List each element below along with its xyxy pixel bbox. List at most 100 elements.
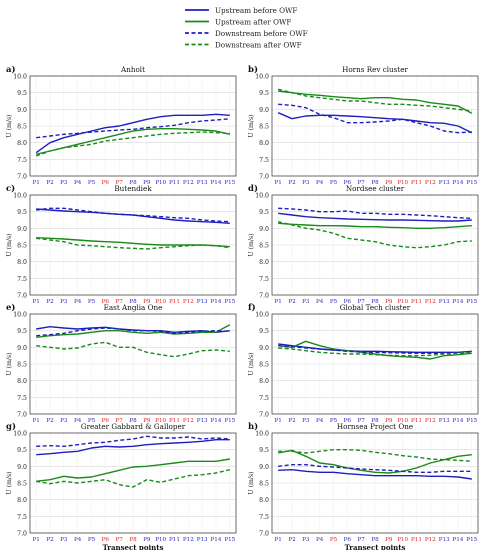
x-tick-label: P12: [183, 537, 194, 543]
y-tick-label: 8.5: [259, 481, 269, 488]
x-tick-label: P5: [88, 537, 96, 543]
x-tick-label: P9: [385, 180, 393, 186]
x-tick-label: P7: [358, 418, 366, 424]
panel-title: Global Tech cluster: [340, 303, 411, 312]
x-tick-label: P12: [425, 299, 436, 305]
y-tick-label: 8.0: [259, 497, 269, 504]
x-tick-label: P14: [453, 537, 464, 543]
series-line-upstream-after-owf: [278, 449, 472, 474]
y-tick-label: 9.0: [259, 464, 269, 471]
x-tick-label: P11: [411, 299, 422, 305]
y-tick-label: 7.5: [259, 395, 269, 402]
y-axis-label: U (m/s): [6, 114, 13, 137]
x-tick-label: P3: [60, 537, 68, 543]
x-tick-label: P6: [102, 537, 110, 543]
x-tick-label: P1: [33, 418, 40, 424]
y-tick-label: 7.5: [17, 395, 27, 402]
x-tick-label: P11: [169, 418, 180, 424]
legend-label: Downstream after OWF: [215, 41, 302, 50]
y-tick-label: 8.5: [17, 243, 27, 250]
x-tick-label: P2: [46, 418, 54, 424]
x-tick-label: P14: [453, 180, 464, 186]
x-tick-label: P12: [425, 180, 436, 186]
x-tick-label: P8: [371, 418, 379, 424]
x-tick-label: P14: [211, 299, 222, 305]
x-tick-label: P15: [224, 537, 235, 543]
plot-frame: [29, 75, 237, 177]
y-tick-label: 10.0: [255, 312, 269, 319]
series-line-upstream-before-owf: [278, 343, 472, 353]
plot-frame: [271, 313, 479, 415]
x-tick-label: P13: [439, 537, 450, 543]
x-tick-label: P6: [344, 299, 352, 305]
x-tick-label: P7: [358, 537, 366, 543]
series-line-downstream-after-owf: [36, 237, 230, 250]
panel-d: 7.0 7.5 8.0 8.5 9.0 9.5 10.0 P1 P2 P3 P4 P5 P6 P7 P8 P9…: [248, 183, 479, 305]
x-tick-label: P13: [197, 180, 208, 186]
x-tick-label: P14: [211, 180, 222, 186]
x-tick-label: P6: [344, 180, 352, 186]
legend-label: Downstream before OWF: [215, 29, 308, 38]
x-tick-label: P11: [169, 299, 180, 305]
x-tick-label: P7: [358, 299, 366, 305]
x-tick-label: P8: [371, 180, 379, 186]
y-tick-label: 8.0: [259, 378, 269, 385]
panel-a: 7.0 7.5 8.0 8.5 9.0 9.5 10.0 P1 P2 P3 P4 P5 P6 P7 P8 P9…: [6, 64, 237, 186]
x-tick-label: P9: [385, 418, 393, 424]
y-tick-label: 9.0: [17, 107, 27, 114]
y-tick-label: 7.0: [17, 174, 27, 181]
x-tick-label: P5: [88, 299, 96, 305]
y-axis-label: U (m/s): [248, 233, 255, 256]
y-tick-label: 8.0: [17, 497, 27, 504]
x-tick-label: P2: [46, 537, 54, 543]
x-tick-label: P8: [129, 418, 137, 424]
x-tick-label: P3: [302, 180, 310, 186]
x-tick-label: P6: [102, 299, 110, 305]
panel-g: 7.0 7.5 8.0 8.5 9.0 9.5 10.0 P1 P2 P3 P4 P5 P6 P7 P8 P9…: [6, 421, 237, 552]
panel-letter: h): [248, 421, 258, 432]
x-tick-label: P8: [129, 180, 137, 186]
x-tick-label: P10: [155, 180, 166, 186]
y-tick-label: 9.5: [259, 447, 269, 454]
x-tick-label: P10: [397, 180, 408, 186]
y-tick-label: 8.0: [17, 140, 27, 147]
panel-b: 7.0 7.5 8.0 8.5 9.0 9.5 10.0 P1 P2 P3 P4 P5 P6 P7 P8 P9…: [248, 64, 479, 186]
y-tick-label: 8.0: [259, 259, 269, 266]
x-tick-label: P11: [169, 537, 180, 543]
y-tick-label: 10.0: [255, 193, 269, 200]
x-tick-label: P9: [143, 537, 151, 543]
y-tick-label: 9.0: [259, 226, 269, 233]
panel-f: 7.0 7.5 8.0 8.5 9.0 9.5 10.0 P1 P2 P3 P4 P5 P6 P7 P8 P9…: [248, 302, 479, 424]
series-line-upstream-before-owf: [278, 469, 472, 480]
x-tick-label: P13: [439, 418, 450, 424]
y-tick-label: 7.5: [17, 157, 27, 164]
x-tick-label: P14: [453, 418, 464, 424]
plot-frame: [29, 313, 237, 415]
x-tick-label: P5: [88, 418, 96, 424]
x-tick-label: P13: [439, 180, 450, 186]
y-tick-label: 10.0: [13, 74, 27, 81]
x-tick-label: P9: [143, 418, 151, 424]
x-tick-label: P9: [143, 180, 151, 186]
x-axis-label: Transect points: [345, 543, 406, 550]
y-axis-label: U (m/s): [6, 471, 13, 494]
x-tick-label: P12: [425, 418, 436, 424]
x-tick-label: P11: [411, 180, 422, 186]
plot-frame: [271, 75, 479, 177]
y-tick-label: 7.0: [17, 531, 27, 538]
x-tick-label: P5: [330, 418, 338, 424]
y-tick-label: 8.5: [17, 481, 27, 488]
plot-frame: [271, 432, 479, 534]
x-tick-label: P12: [425, 537, 436, 543]
x-tick-label: P10: [155, 299, 166, 305]
x-tick-label: P3: [302, 537, 310, 543]
x-tick-label: P5: [330, 299, 338, 305]
y-tick-label: 8.5: [259, 243, 269, 250]
x-tick-label: P4: [316, 418, 324, 424]
y-tick-label: 9.5: [259, 328, 269, 335]
x-tick-label: P6: [102, 418, 110, 424]
x-tick-label: P4: [74, 537, 82, 543]
series-line-downstream-after-owf: [278, 221, 472, 249]
x-tick-label: P4: [74, 180, 82, 186]
